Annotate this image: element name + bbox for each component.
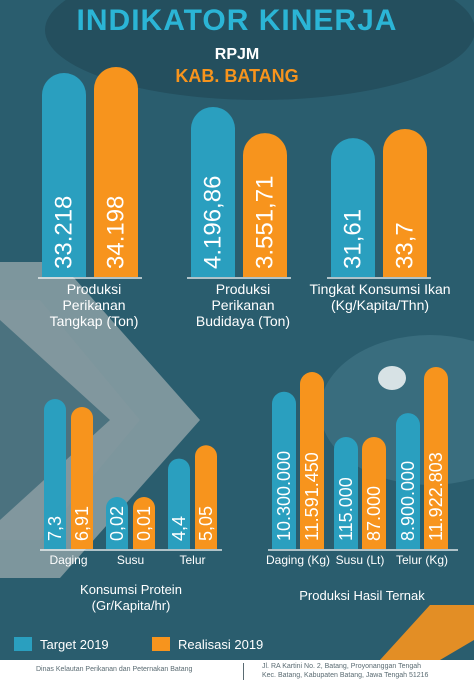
footer-separator	[243, 663, 244, 680]
bar-target-1	[191, 107, 235, 277]
bar-groups	[38, 67, 458, 551]
bar-target-4-0	[272, 391, 296, 549]
page-title: INDIKATOR KINERJA	[76, 4, 398, 37]
bar-target-3-2	[168, 458, 190, 549]
bar-realisasi-3-2	[195, 445, 217, 549]
bar-target-3-0	[44, 399, 66, 549]
fish-eye-decoration	[378, 366, 406, 390]
bar-target-4-2	[396, 413, 420, 549]
value-label-target-4-0: 10.300.000	[274, 451, 294, 541]
bar-realisasi-4-0	[300, 372, 324, 549]
value-label-target-1: 4.196,86	[200, 176, 227, 269]
corner-arrow-decoration	[380, 605, 474, 660]
legend-realisasi-swatch	[152, 637, 170, 651]
value-label-realisasi-1: 3.551,71	[252, 176, 279, 269]
category-label-1-1: Perikanan	[211, 297, 274, 313]
category-label-1-0: Produksi	[216, 281, 270, 297]
value-label-realisasi-2: 33,7	[392, 222, 419, 269]
category-label-4-2: Telur (Kg)	[396, 553, 448, 567]
value-label-realisasi-4-2: 11.922.803	[426, 452, 446, 541]
category-label-1-2: Budidaya (Ton)	[196, 313, 290, 329]
legend-target-label: Target 2019	[40, 637, 109, 652]
bar-target-0	[42, 73, 86, 277]
value-label-target-3-0: 7,3	[45, 516, 65, 541]
category-label-3-2: Telur	[179, 553, 205, 567]
value-label-realisasi-3-2: 5,05	[196, 506, 216, 541]
category-label-0-0: Produksi	[67, 281, 121, 297]
header-bg-ellipse	[45, 0, 474, 100]
footer-address: Jl. RA Kartini No. 2, Batang, Proyonangg…	[262, 662, 428, 680]
arrow-decoration-inner	[0, 300, 140, 540]
page-place: KAB. BATANG	[175, 66, 299, 86]
footer-address-line2: Kec. Batang, Kabupaten Batang, Jawa Teng…	[262, 672, 429, 679]
category-label-2-0: Tingkat Konsumsi Ikan	[309, 281, 450, 297]
value-label-realisasi-3-1: 0,01	[134, 506, 154, 541]
bar-realisasi-0	[94, 67, 138, 277]
category-label-2-1: (Kg/Kapita/Thn)	[331, 297, 429, 313]
value-label-realisasi-3-0: 6,91	[72, 506, 92, 541]
value-label-target-3-2: 4,4	[169, 516, 189, 541]
footer: Dinas Kelautan Perikanan dan Peternakan …	[0, 660, 474, 683]
value-label-target-2: 31,61	[340, 209, 367, 269]
category-label-3-1: Susu	[117, 553, 144, 567]
legend-realisasi-label: Realisasi 2019	[178, 637, 264, 652]
value-label-realisasi-0: 34.198	[103, 196, 130, 269]
category-label-3-0: Daging	[49, 553, 87, 567]
value-label-target-3-1: 0,02	[107, 506, 127, 541]
bar-realisasi-3-0	[71, 407, 94, 549]
chart-title-protein-1: (Gr/Kapita/hr)	[92, 598, 171, 613]
value-label-target-4-2: 8.900.000	[398, 461, 418, 541]
bar-target-2	[331, 138, 375, 277]
value-label-target-0: 33.218	[51, 196, 78, 269]
category-label-4-1: Susu (Lt)	[336, 553, 385, 567]
value-label-realisasi-4-0: 11.591.450	[302, 452, 322, 541]
legend-target-swatch	[14, 637, 32, 651]
chart-title-protein-0: Konsumsi Protein	[80, 582, 182, 597]
category-label-4-0: Daging (Kg)	[266, 553, 330, 567]
bar-target-3-1	[106, 497, 128, 549]
bar-realisasi-4-2	[424, 367, 448, 549]
bar-target-4-1	[334, 437, 358, 549]
bar-realisasi-4-1	[362, 437, 386, 549]
footer-agency: Dinas Kelautan Perikanan dan Peternakan …	[36, 666, 193, 673]
value-label-realisasi-4-1: 87.000	[364, 486, 384, 541]
category-label-0-1: Perikanan	[62, 297, 125, 313]
chart-title-ternak: Produksi Hasil Ternak	[299, 588, 425, 603]
value-label-target-4-1: 115.000	[336, 477, 356, 541]
bar-realisasi-2	[383, 129, 427, 277]
bar-realisasi-1	[243, 133, 287, 277]
category-label-0-2: Tangkap (Ton)	[50, 313, 139, 329]
bar-realisasi-3-1	[133, 497, 155, 549]
footer-address-line1: Jl. RA Kartini No. 2, Batang, Proyonangg…	[262, 663, 422, 670]
page-subtitle: RPJM	[214, 46, 260, 63]
